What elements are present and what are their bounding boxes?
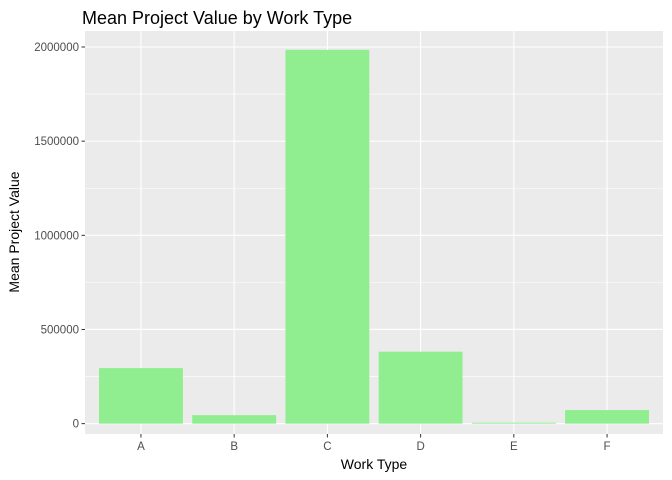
bar-D <box>378 351 463 424</box>
y-tick-label: 1000000 <box>34 230 79 242</box>
x-tick-label: F <box>604 441 611 453</box>
chart-title: Mean Project Value by Work Type <box>82 8 352 28</box>
x-tick-label: D <box>416 441 424 453</box>
bar-A <box>98 368 183 424</box>
x-axis: A B C D E F <box>137 434 611 453</box>
bar-E <box>471 422 556 424</box>
y-tick-label: 1500000 <box>34 136 79 148</box>
x-tick-label: A <box>137 441 145 453</box>
x-axis-title: Work Type <box>341 456 408 472</box>
bar-C <box>285 49 370 424</box>
bar-F <box>565 410 650 424</box>
x-tick-label: C <box>323 441 331 453</box>
y-axis-title: Mean Project Value <box>6 171 22 292</box>
x-tick-label: E <box>510 441 518 453</box>
y-tick-label: 2000000 <box>34 42 79 54</box>
major-gridlines <box>85 31 663 434</box>
y-tick-label: 500000 <box>41 324 79 336</box>
bars <box>98 49 650 424</box>
plot-panel <box>85 31 663 434</box>
bar-B <box>192 415 277 424</box>
y-axis: 0 500000 1000000 1500000 2000000 <box>34 42 85 431</box>
x-tick-label: B <box>230 441 238 453</box>
y-tick-label: 0 <box>73 419 79 431</box>
